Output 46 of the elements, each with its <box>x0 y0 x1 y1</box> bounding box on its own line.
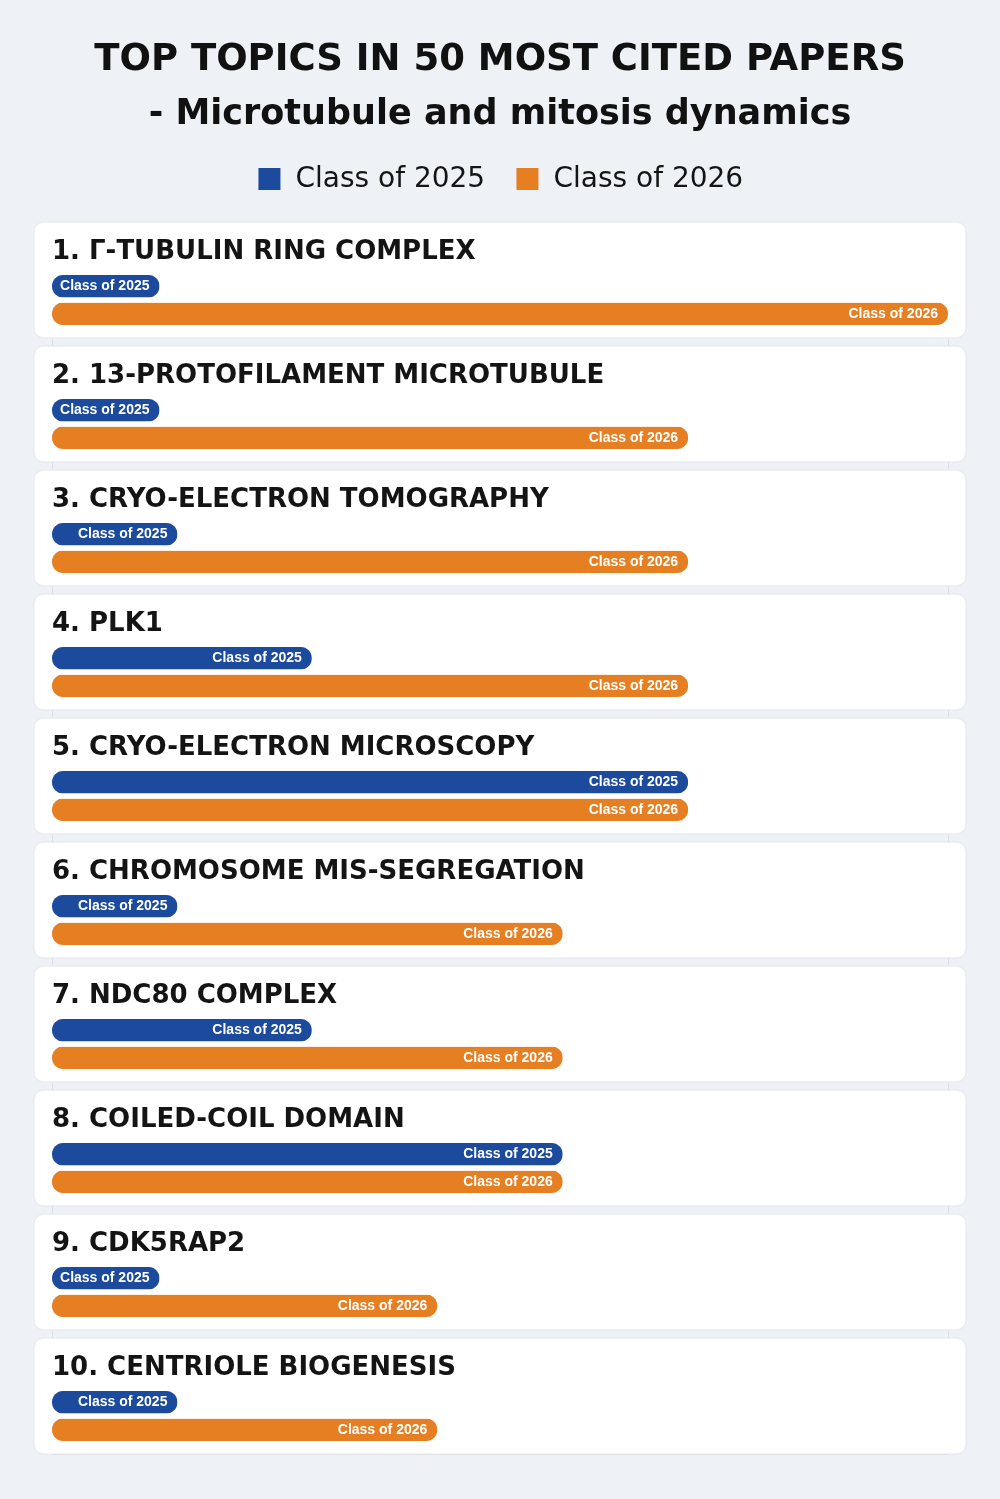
y-tick-label: 4. PLK1 <box>52 607 163 638</box>
text: Class of 2025 <box>77 525 168 542</box>
text: Class of 2025 <box>588 773 679 790</box>
text: Class of 2026 <box>463 1172 553 1189</box>
y-tick-label: 2. 13-PROTOFILAMENT MICROTUBULE <box>52 359 605 390</box>
text: Class of 2026 <box>337 1296 428 1313</box>
bar <box>52 771 689 794</box>
bar <box>52 922 563 946</box>
text: Class of 2025 <box>60 401 150 418</box>
y-tick-label: 9. CDK5RAP2 <box>52 1227 246 1258</box>
text: Class of 2025 <box>212 1021 302 1038</box>
text: Class of 2026 <box>337 1420 428 1437</box>
chart-title: TOP TOPICS IN 50 MOST CITED PAPERS <box>94 36 906 79</box>
text: Class of 2026 <box>463 1048 553 1065</box>
text: Class of 2026 <box>588 676 679 693</box>
bar <box>52 1170 563 1194</box>
y-tick-label: 5. CRYO-ELECTRON MICROSCOPY <box>52 731 536 762</box>
text: Class of 2025 <box>77 897 168 914</box>
text: Class of 2025 <box>60 277 150 294</box>
bar <box>52 1418 438 1442</box>
text: Class of 2025 <box>77 1393 168 1410</box>
bar <box>52 1143 563 1166</box>
y-tick-label: 3. CRYO-ELECTRON TOMOGRAPHY <box>52 483 550 514</box>
y-tick-label: 1. Γ-TUBULIN RING COMPLEX <box>52 235 476 265</box>
bar <box>52 674 689 698</box>
text: Class of 2025 <box>212 649 302 666</box>
text: Class of 2026 <box>848 304 938 321</box>
y-tick-label: 6. CHROMOSOME MIS-SEGREGATION <box>52 855 585 886</box>
text: Class of 2025 <box>60 1269 150 1286</box>
y-tick-label: 7. NDC80 COMPLEX <box>52 979 338 1010</box>
bar <box>52 1294 438 1318</box>
text: Class of 2025 <box>463 1145 553 1162</box>
text: Class of 2026 <box>588 800 679 817</box>
bar <box>52 1046 563 1070</box>
text: Class of 2026 <box>463 924 553 941</box>
y-tick-label: 10. CENTRIOLE BIOGENESIS <box>52 1351 456 1382</box>
text: Class of 2026 <box>588 552 679 569</box>
bar <box>52 550 689 574</box>
chart-subtitle: - Microtubule and mitosis dynamics <box>148 92 852 132</box>
bar <box>52 302 948 325</box>
y-tick-label: 8. COILED-COIL DOMAIN <box>52 1103 405 1134</box>
bar <box>52 798 689 822</box>
legend-label: Class of 2025 <box>295 161 486 194</box>
text: Class of 2026 <box>588 428 679 445</box>
legend-label: Class of 2026 <box>553 161 744 194</box>
bar <box>52 426 689 450</box>
